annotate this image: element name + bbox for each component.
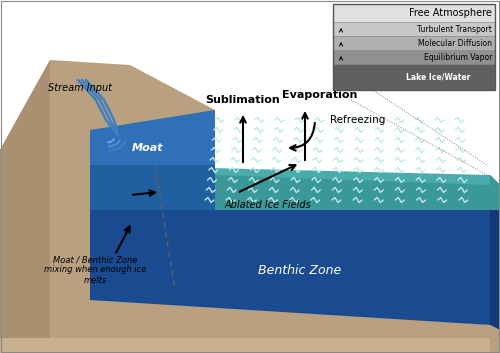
Text: Molecular Diffusion: Molecular Diffusion	[418, 38, 492, 48]
Polygon shape	[90, 165, 215, 210]
Polygon shape	[490, 175, 500, 210]
Text: Evaporation: Evaporation	[282, 90, 358, 100]
Bar	[333, 36, 495, 50]
Polygon shape	[90, 210, 490, 325]
Text: Sublimation: Sublimation	[206, 95, 281, 105]
Text: Stream Input: Stream Input	[48, 83, 112, 93]
Text: Moat: Moat	[132, 143, 164, 153]
Bar	[333, 64, 495, 90]
Polygon shape	[90, 165, 490, 210]
Text: Moat / Benthic Zone
mixing when enough ice
melts: Moat / Benthic Zone mixing when enough i…	[44, 255, 146, 285]
Text: Turbulent Transport: Turbulent Transport	[417, 24, 492, 34]
Bar	[333, 4, 495, 90]
Polygon shape	[490, 175, 500, 330]
Polygon shape	[0, 338, 500, 353]
Polygon shape	[215, 175, 490, 210]
Polygon shape	[0, 60, 500, 353]
Polygon shape	[90, 110, 215, 165]
Text: Equilibrium Vapor: Equilibrium Vapor	[424, 53, 492, 61]
Text: Ablated Ice Fields: Ablated Ice Fields	[225, 200, 312, 210]
Polygon shape	[490, 325, 500, 353]
Text: Refreezing: Refreezing	[330, 115, 386, 125]
Bar	[333, 50, 495, 64]
Text: Lake Ice/Water: Lake Ice/Water	[406, 72, 470, 82]
Bar	[333, 4, 495, 22]
Text: Free Atmosphere: Free Atmosphere	[409, 8, 492, 18]
Text: Benthic Zone: Benthic Zone	[258, 263, 342, 276]
Bar	[333, 22, 495, 36]
Polygon shape	[0, 60, 50, 353]
